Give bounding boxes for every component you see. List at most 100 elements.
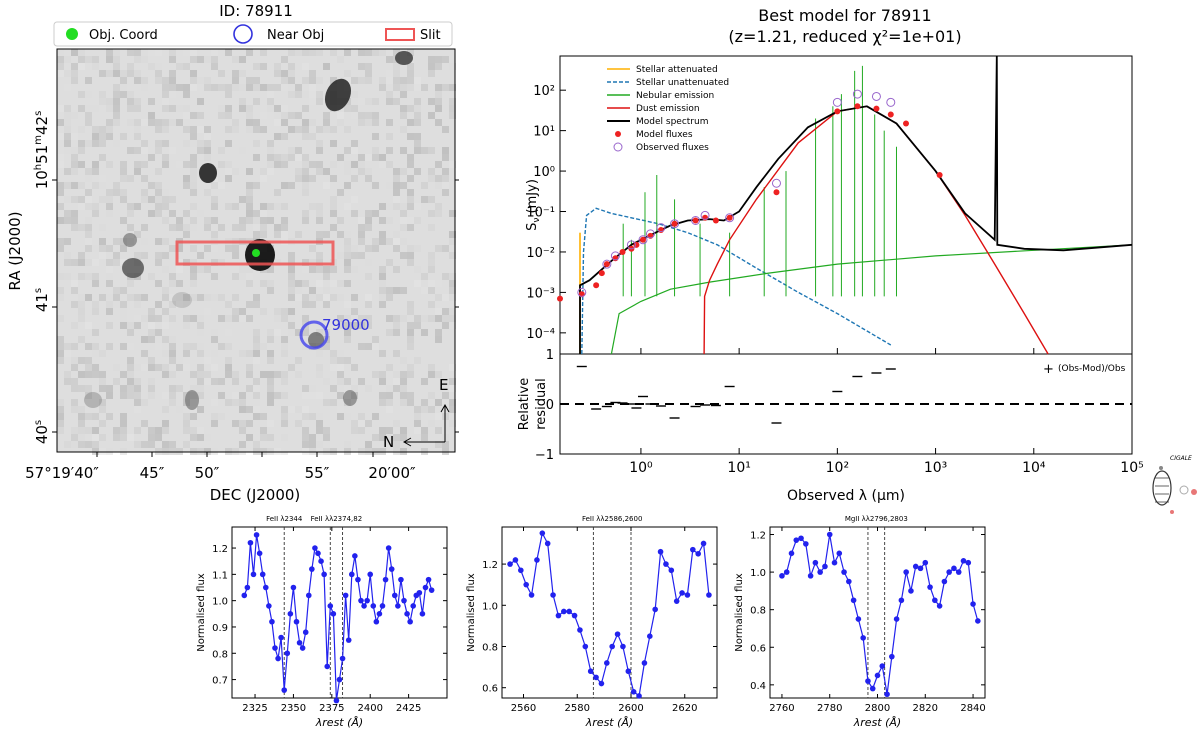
noise-pixel xyxy=(57,413,64,420)
noise-pixel xyxy=(253,301,260,308)
noise-pixel xyxy=(113,91,120,98)
noise-pixel xyxy=(337,189,344,196)
noise-pixel xyxy=(92,63,99,70)
noise-pixel xyxy=(330,399,337,406)
noise-pixel xyxy=(260,427,267,434)
noise-pixel xyxy=(197,329,204,336)
noise-pixel xyxy=(428,196,435,203)
spectrum-point xyxy=(668,567,675,574)
noise-pixel xyxy=(302,168,309,175)
sed-y-tick-label: 10⁻² xyxy=(526,246,555,261)
noise-pixel xyxy=(281,392,288,399)
noise-pixel xyxy=(78,385,85,392)
noise-pixel xyxy=(197,371,204,378)
noise-pixel xyxy=(260,434,267,441)
spectrum-point xyxy=(807,573,814,579)
noise-pixel xyxy=(218,294,225,301)
noise-pixel xyxy=(407,70,414,77)
noise-pixel xyxy=(176,280,183,287)
noise-pixel xyxy=(246,119,253,126)
noise-pixel xyxy=(295,294,302,301)
noise-pixel xyxy=(379,434,386,441)
noise-pixel xyxy=(365,385,372,392)
spectrum-point xyxy=(936,603,943,609)
model-spectrum-curve xyxy=(579,55,1133,354)
noise-pixel xyxy=(358,168,365,175)
noise-pixel xyxy=(176,336,183,343)
noise-pixel xyxy=(386,287,393,294)
noise-pixel xyxy=(267,217,274,224)
noise-pixel xyxy=(309,245,316,252)
noise-pixel xyxy=(309,91,316,98)
noise-pixel xyxy=(141,336,148,343)
noise-pixel xyxy=(428,315,435,322)
noise-pixel xyxy=(386,399,393,406)
noise-pixel xyxy=(183,413,190,420)
spectrum-point xyxy=(339,655,346,662)
noise-pixel xyxy=(393,329,400,336)
noise-pixel xyxy=(358,420,365,427)
noise-pixel xyxy=(351,294,358,301)
noise-pixel xyxy=(365,343,372,350)
noise-pixel xyxy=(253,336,260,343)
noise-pixel xyxy=(218,147,225,154)
noise-pixel xyxy=(295,49,302,56)
noise-pixel xyxy=(127,364,134,371)
noise-pixel xyxy=(302,105,309,112)
noise-pixel xyxy=(337,119,344,126)
noise-pixel xyxy=(134,203,141,210)
noise-pixel xyxy=(239,308,246,315)
observed-flux-point xyxy=(656,223,666,233)
noise-pixel xyxy=(386,70,393,77)
noise-pixel xyxy=(99,392,106,399)
noise-pixel xyxy=(337,350,344,357)
noise-pixel xyxy=(113,84,120,91)
noise-pixel xyxy=(274,63,281,70)
noise-pixel xyxy=(155,259,162,266)
noise-pixel xyxy=(323,273,330,280)
noise-pixel xyxy=(218,315,225,322)
noise-pixel xyxy=(148,98,155,105)
spectrum-y-tick-label: 1.0 xyxy=(482,601,498,612)
noise-pixel xyxy=(141,147,148,154)
observed-flux-point xyxy=(610,251,620,261)
noise-pixel xyxy=(407,203,414,210)
noise-pixel xyxy=(428,301,435,308)
spectrum-point xyxy=(259,571,266,578)
noise-pixel xyxy=(330,224,337,231)
noise-pixel xyxy=(120,147,127,154)
noise-pixel xyxy=(253,210,260,217)
noise-pixel xyxy=(302,392,309,399)
noise-pixel xyxy=(148,182,155,189)
noise-pixel xyxy=(190,189,197,196)
noise-pixel xyxy=(141,56,148,63)
spectrum-point xyxy=(404,611,410,617)
noise-pixel xyxy=(344,252,351,259)
noise-pixel xyxy=(190,217,197,224)
noise-pixel xyxy=(379,399,386,406)
noise-pixel xyxy=(267,385,274,392)
noise-pixel xyxy=(141,224,148,231)
noise-pixel xyxy=(155,196,162,203)
noise-pixel xyxy=(379,217,386,224)
sed-panel: Best model for 78911 (z=1.21, reduced χ²… xyxy=(517,6,1144,504)
spectrum-point xyxy=(614,631,621,637)
sed-x-tick-label: 10⁵ xyxy=(1120,460,1143,476)
noise-pixel xyxy=(183,91,190,98)
noise-pixel xyxy=(323,343,330,350)
noise-pixel xyxy=(127,119,134,126)
noise-pixel xyxy=(344,413,351,420)
noise-pixel xyxy=(176,224,183,231)
spectrum-point xyxy=(302,629,309,636)
noise-pixel xyxy=(379,231,386,238)
noise-pixel xyxy=(169,84,176,91)
noise-pixel xyxy=(232,273,239,280)
sed-legend-6: Observed fluxes xyxy=(636,143,709,153)
noise-pixel xyxy=(225,168,232,175)
noise-pixel xyxy=(92,308,99,315)
noise-pixel xyxy=(295,175,302,182)
noise-pixel xyxy=(302,133,309,140)
noise-pixel xyxy=(232,399,239,406)
noise-pixel xyxy=(400,84,407,91)
noise-pixel xyxy=(106,98,113,105)
